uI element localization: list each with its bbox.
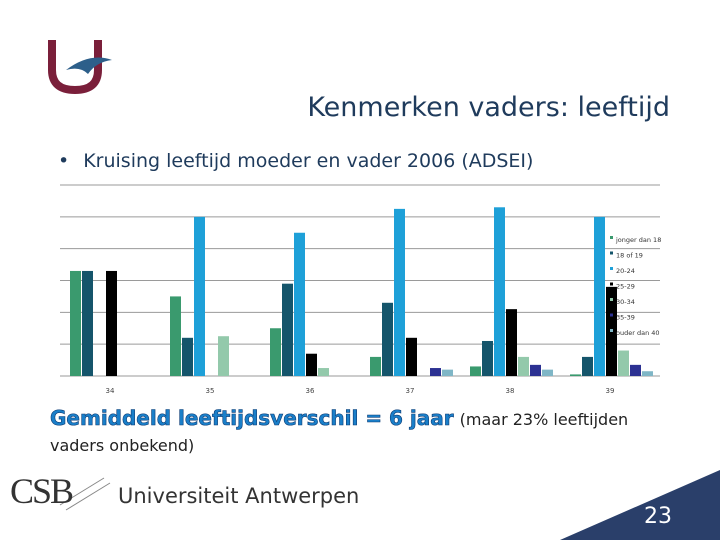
legend-label: 35-39 — [616, 314, 635, 322]
logo-lines — [65, 482, 111, 511]
chart: 34 35 36 37 38 39 jonger dan 18 18 of 19 20-24 25… — [60, 184, 661, 395]
bar — [430, 368, 441, 376]
bar — [630, 364, 641, 376]
bar — [106, 270, 117, 376]
corner-shape — [560, 470, 720, 540]
legend-swatch — [610, 236, 613, 239]
x-tick-label: 36 — [306, 387, 315, 395]
bar — [182, 337, 193, 376]
bar — [542, 369, 553, 376]
bar — [618, 350, 629, 376]
logo-text: CSB — [10, 471, 74, 511]
legend-label: jonger dan 18 — [615, 236, 661, 244]
bar — [582, 356, 593, 376]
x-tick-label: 39 — [606, 387, 615, 395]
university: Universiteit Antwerpen — [118, 484, 360, 508]
page-number: 23 — [644, 504, 672, 529]
x-tick-label: 35 — [206, 387, 215, 395]
bullet: Kruising leeftijd moeder en vader 2006 (… — [58, 150, 533, 172]
bar — [282, 283, 293, 376]
bar — [594, 216, 605, 376]
bar — [530, 364, 541, 376]
logo-mark — [48, 40, 102, 95]
bar — [494, 207, 505, 376]
bar — [270, 328, 281, 376]
highlight: Gemiddeld leeftijdsverschil = 6 jaar — [50, 406, 454, 431]
bar — [170, 296, 181, 376]
legend-label: ouder dan 40 — [616, 329, 660, 337]
logo-lines — [59, 477, 105, 506]
legend-swatch — [610, 329, 613, 332]
x-tick-label: 37 — [406, 387, 415, 395]
note: (maar 23% leeftijden vaders onbekend) — [50, 410, 629, 455]
bar — [482, 340, 493, 376]
bar — [442, 369, 453, 376]
bar — [570, 374, 581, 376]
bar — [306, 353, 317, 376]
bar — [470, 366, 481, 376]
x-tick-label: 34 — [106, 387, 115, 395]
bar — [382, 302, 393, 376]
legend-label: 20-24 — [616, 267, 635, 275]
bar — [294, 232, 305, 376]
bar — [194, 216, 205, 376]
bar — [506, 309, 517, 376]
bar — [218, 336, 229, 376]
logo-wave — [66, 57, 112, 74]
bar — [642, 371, 653, 376]
legend-swatch — [610, 282, 613, 286]
x-tick-label: 38 — [506, 387, 515, 395]
legend-label: 18 of 19 — [616, 252, 643, 260]
legend-label: 30-34 — [616, 298, 635, 306]
bar — [70, 270, 81, 376]
bar — [370, 356, 381, 376]
bar — [394, 208, 405, 376]
legend-swatch — [610, 298, 613, 301]
legend-swatch — [610, 251, 613, 255]
bar — [318, 368, 329, 376]
slide-title: Kenmerken vaders: leeftijd — [307, 92, 670, 123]
bar — [406, 337, 417, 376]
bar — [82, 270, 93, 376]
legend-label: 25-29 — [616, 283, 635, 291]
legend-swatch — [610, 267, 613, 270]
note-block: Gemiddeld leeftijdsverschil = 6 jaar (maa… — [50, 405, 670, 459]
legend-swatch — [610, 313, 613, 317]
bar — [518, 356, 529, 376]
